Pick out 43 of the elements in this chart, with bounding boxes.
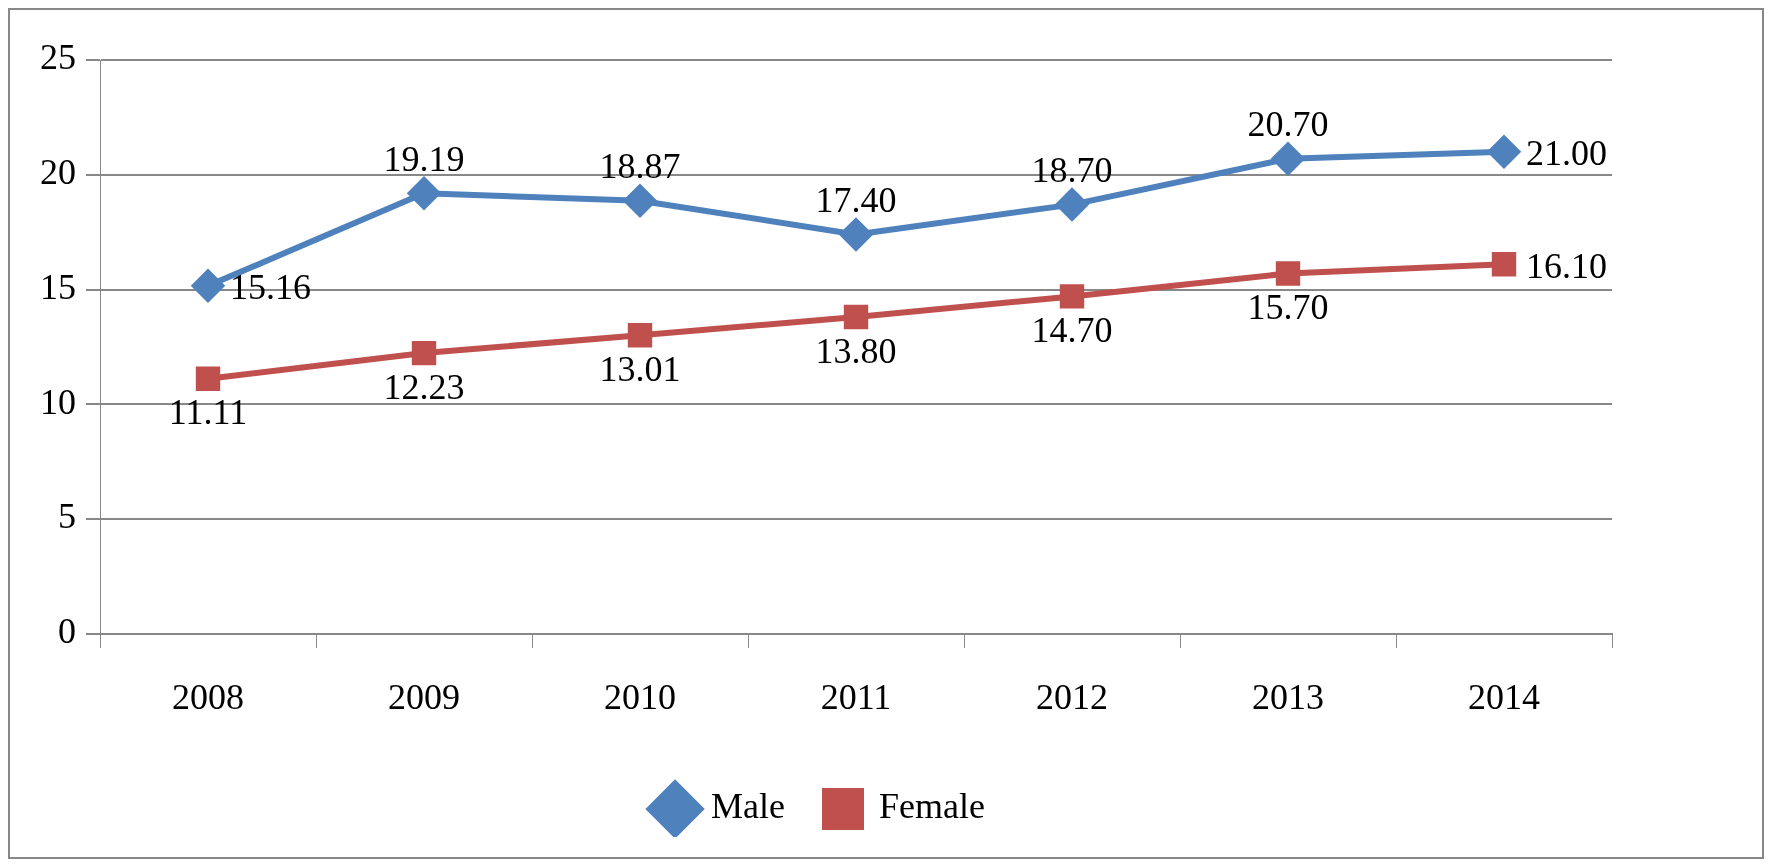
x-tick-label: 2010 — [604, 676, 676, 717]
data-label: 15.16 — [230, 267, 311, 308]
data-label: 11.11 — [168, 392, 248, 433]
data-label: 20.70 — [1247, 104, 1329, 145]
data-label: 16.10 — [1526, 245, 1607, 286]
y-tick-label: 10 — [40, 381, 76, 422]
data-label: 19.19 — [383, 138, 465, 179]
data-label: 12.23 — [383, 366, 465, 407]
legend-label: Female — [879, 786, 985, 827]
x-tick-label: 2011 — [820, 676, 892, 717]
y-tick-label: 20 — [40, 152, 76, 193]
point — [1272, 142, 1304, 175]
y-tick-label: 15 — [40, 266, 76, 307]
point — [1056, 188, 1088, 221]
point — [411, 340, 437, 366]
point — [1059, 284, 1085, 309]
x-tick-label: 2009 — [388, 676, 460, 717]
x-tick-label: 2013 — [1252, 676, 1324, 717]
data-label: 14.70 — [1031, 309, 1113, 350]
data-label: 17.40 — [815, 179, 897, 220]
point — [1488, 135, 1520, 168]
y-tick-label: 5 — [58, 496, 76, 537]
point — [408, 177, 440, 210]
point — [627, 323, 653, 348]
point — [840, 218, 872, 251]
y-tick-label: 25 — [40, 37, 76, 78]
data-label: 18.87 — [599, 146, 681, 187]
point — [1491, 252, 1517, 277]
data-label: 13.80 — [815, 330, 897, 371]
data-label: 15.70 — [1247, 286, 1329, 327]
point — [624, 184, 656, 217]
point — [843, 304, 869, 330]
y-tick-label: 0 — [58, 611, 76, 652]
legend-label: Male — [711, 786, 785, 827]
point — [1275, 261, 1301, 286]
point — [195, 366, 221, 391]
data-label: 13.01 — [599, 348, 681, 389]
data-label: 18.70 — [1031, 150, 1113, 191]
x-tick-label: 2014 — [1468, 676, 1540, 717]
x-tick-label: 2012 — [1036, 676, 1108, 717]
data-label: 21.00 — [1526, 133, 1607, 174]
point — [192, 269, 224, 302]
x-tick-label: 2008 — [172, 676, 244, 717]
